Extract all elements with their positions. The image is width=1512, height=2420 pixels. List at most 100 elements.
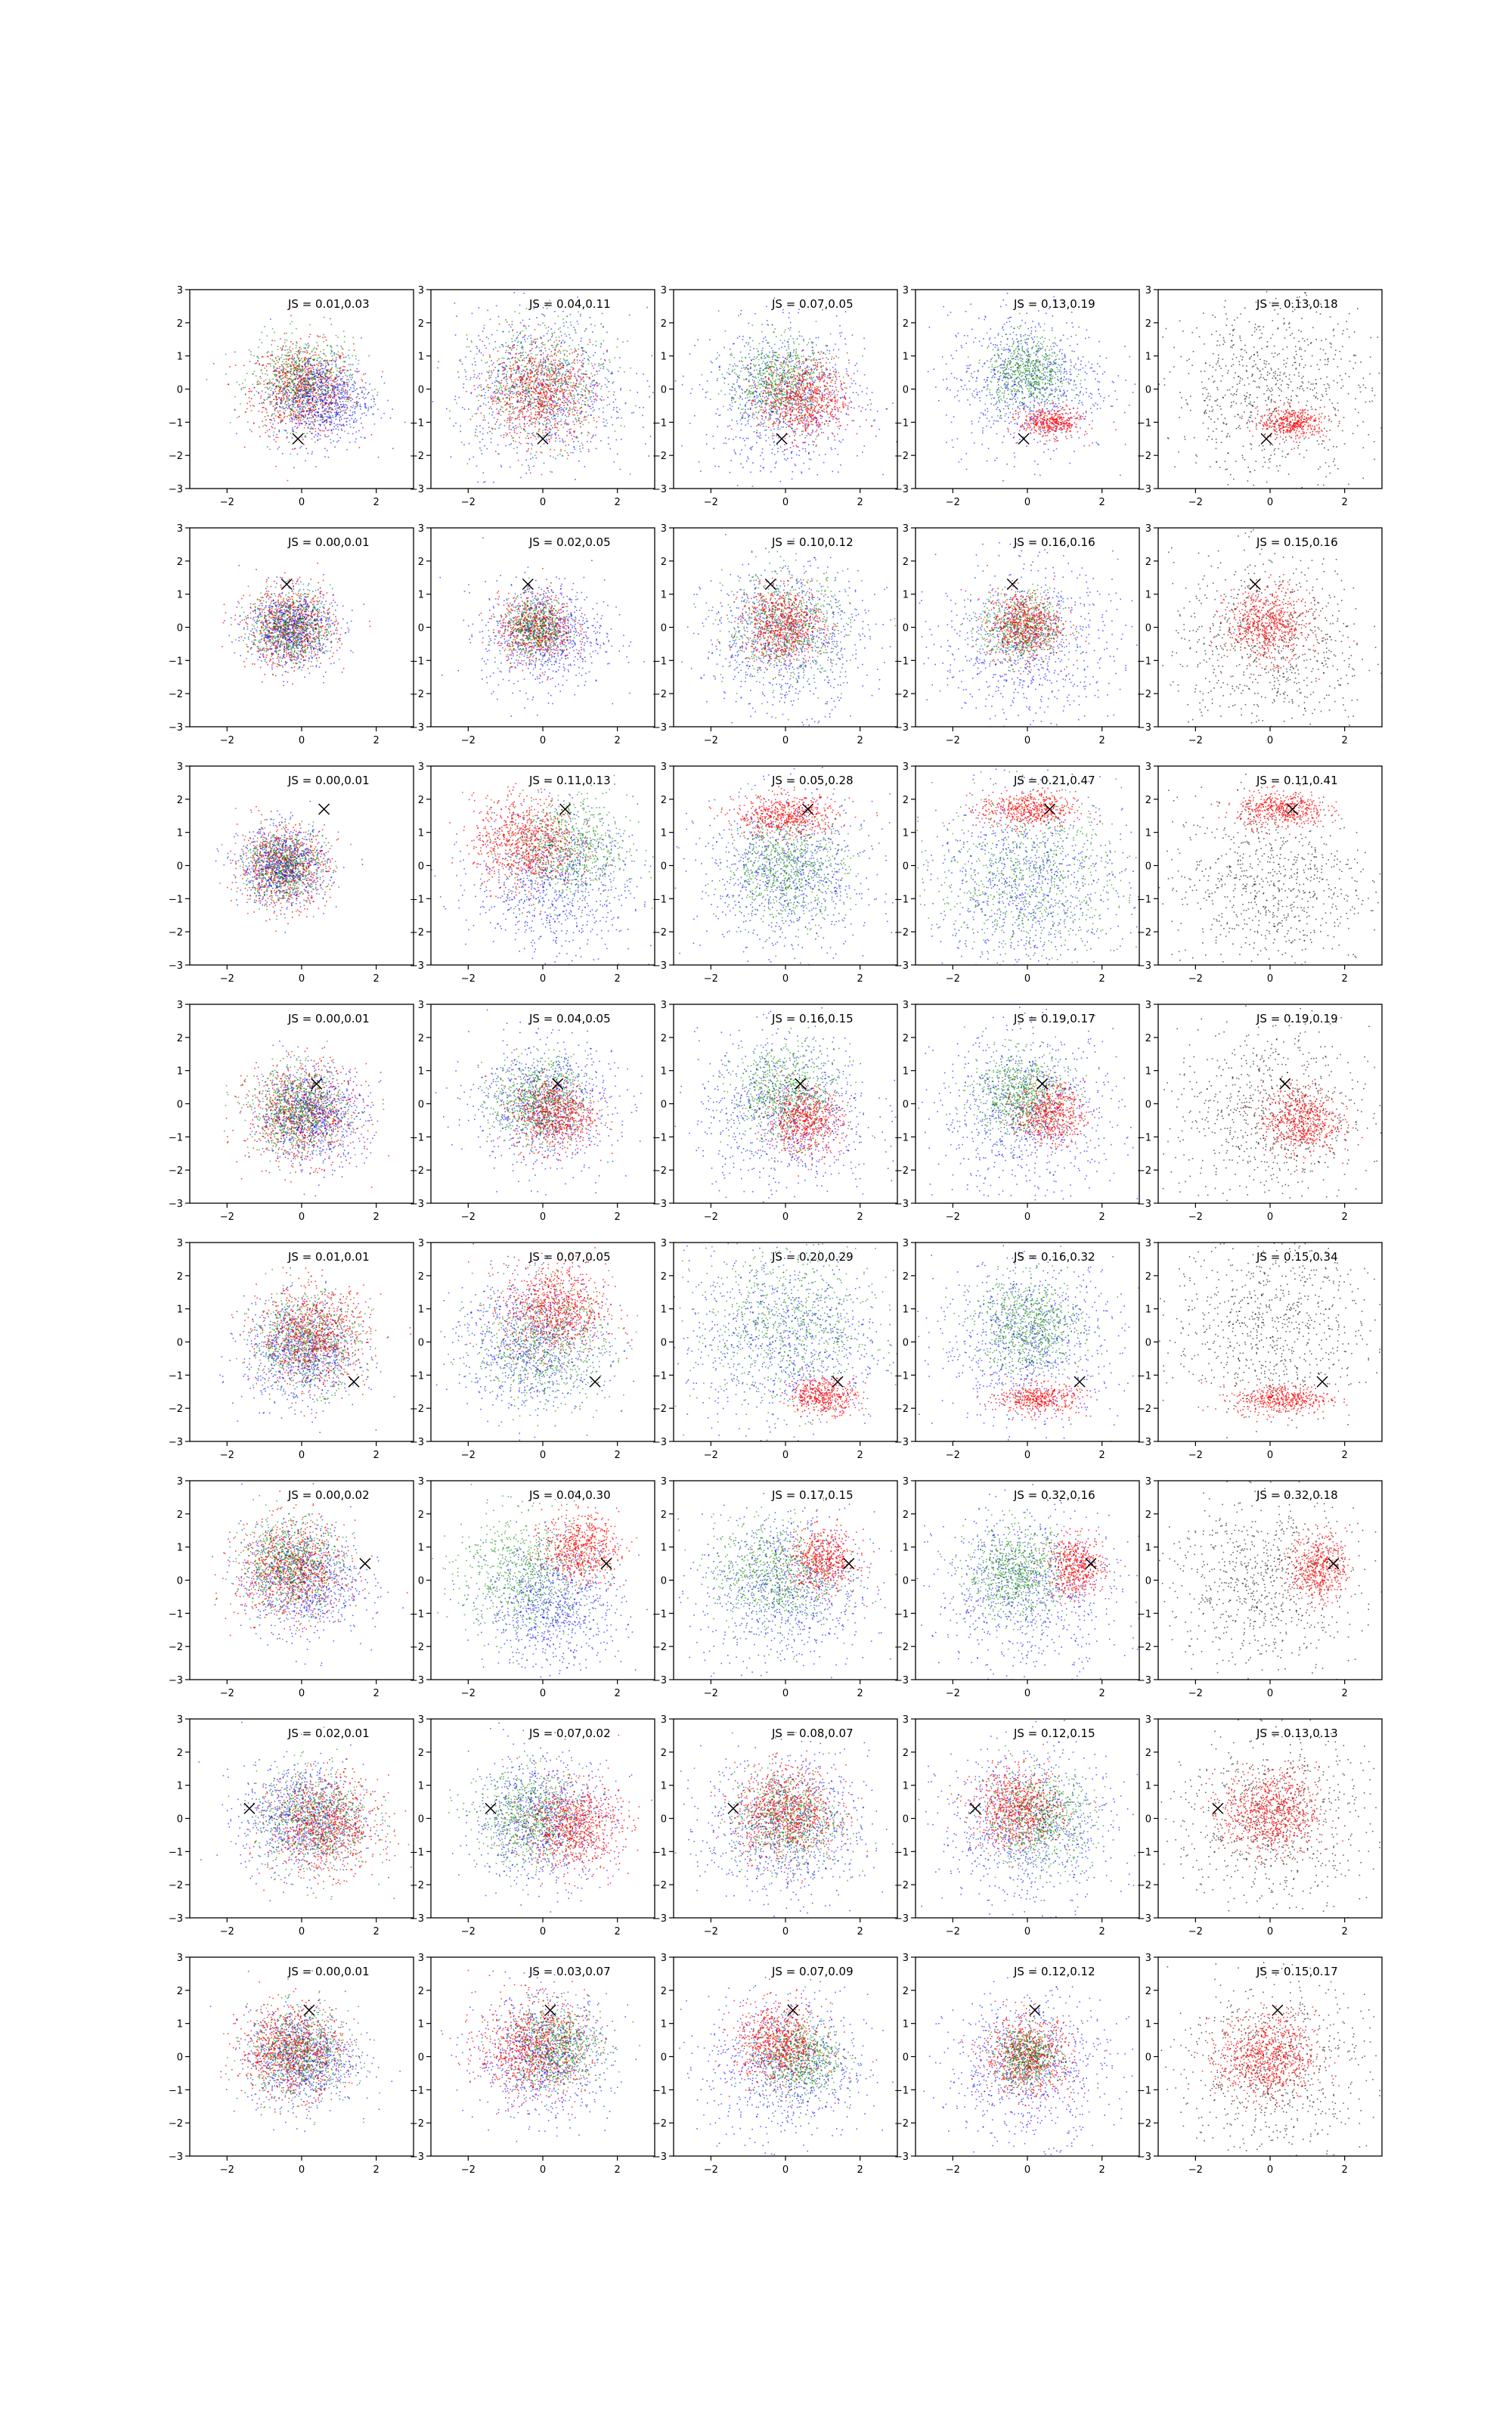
scatter-point bbox=[307, 378, 308, 380]
scatter-point bbox=[265, 416, 266, 417]
scatter-point bbox=[293, 411, 294, 412]
scatter-point bbox=[354, 421, 355, 423]
scatter-point bbox=[330, 318, 331, 320]
scatter-point bbox=[296, 328, 297, 330]
scatter-point bbox=[562, 340, 564, 341]
scatter-point bbox=[556, 413, 557, 414]
scatter-point bbox=[263, 407, 265, 408]
scatter-point bbox=[288, 399, 290, 401]
scatter-point bbox=[519, 366, 520, 368]
scatter-point bbox=[488, 372, 489, 374]
scatter-point bbox=[550, 339, 551, 340]
scatter-point bbox=[284, 398, 285, 399]
scatter-point bbox=[535, 339, 537, 340]
scatter-point bbox=[531, 387, 532, 389]
scatter-point bbox=[312, 421, 314, 423]
scatter-point bbox=[355, 358, 357, 360]
scatter-point bbox=[324, 354, 326, 355]
scatter-point bbox=[277, 404, 278, 405]
scatter-point bbox=[828, 358, 829, 360]
scatter-point bbox=[470, 351, 472, 352]
scatter-point bbox=[274, 428, 276, 430]
scatter-point bbox=[497, 445, 499, 446]
scatter-point bbox=[608, 443, 609, 445]
scatter-point bbox=[520, 432, 522, 433]
scatter-point bbox=[505, 368, 507, 370]
scatter-point bbox=[290, 371, 291, 372]
scatter-point bbox=[323, 418, 324, 420]
scatter-point bbox=[284, 408, 285, 410]
scatter-point bbox=[229, 366, 231, 368]
scatter-point bbox=[613, 407, 615, 408]
scatter-point bbox=[322, 368, 324, 370]
scatter-point bbox=[511, 380, 513, 381]
scatter-point bbox=[478, 376, 479, 377]
scatter-point bbox=[610, 448, 612, 450]
scatter-point bbox=[522, 355, 524, 356]
scatter-point bbox=[260, 383, 262, 385]
scatter-point bbox=[550, 414, 551, 415]
scatter-point bbox=[570, 382, 572, 383]
scatter-point bbox=[537, 417, 538, 418]
scatter-point bbox=[510, 392, 511, 394]
scatter-point bbox=[844, 396, 845, 397]
scatter-point bbox=[516, 433, 518, 434]
scatter-point bbox=[503, 411, 505, 413]
scatter-point bbox=[763, 426, 764, 427]
scatter-point bbox=[284, 377, 285, 378]
scatter-point bbox=[552, 335, 553, 337]
scatter-point bbox=[344, 386, 345, 387]
scatter-point bbox=[280, 393, 281, 395]
scatter-point bbox=[352, 377, 353, 378]
scatter-point bbox=[577, 395, 578, 396]
scatter-point bbox=[577, 410, 578, 411]
scatter-point bbox=[568, 416, 569, 417]
scatter-point bbox=[539, 429, 541, 430]
scatter-point bbox=[290, 433, 292, 434]
scatter-point bbox=[323, 407, 324, 408]
scatter-point bbox=[327, 411, 328, 413]
scatter-point bbox=[228, 384, 229, 386]
scatter-point bbox=[332, 403, 333, 405]
scatter-point bbox=[312, 404, 314, 405]
scatter-point bbox=[336, 381, 337, 383]
scatter-point bbox=[588, 393, 590, 395]
scatter-point bbox=[556, 376, 558, 377]
scatter-point bbox=[557, 411, 559, 413]
scatter-point bbox=[522, 359, 524, 361]
scatter-point bbox=[536, 385, 538, 386]
scatter-point bbox=[504, 373, 506, 374]
scatter-point bbox=[552, 427, 553, 429]
scatter-point bbox=[541, 343, 543, 344]
y-tick-label: −3 bbox=[169, 484, 183, 495]
scatter-point bbox=[299, 349, 300, 351]
scatter-point bbox=[559, 372, 561, 374]
scatter-point bbox=[270, 395, 271, 396]
scatter-point bbox=[460, 361, 462, 362]
scatter-point bbox=[314, 442, 316, 443]
scatter-point bbox=[529, 379, 531, 380]
scatter-point bbox=[584, 389, 585, 391]
scatter-point bbox=[323, 385, 324, 386]
scatter-point bbox=[289, 405, 290, 406]
scatter-point bbox=[520, 322, 522, 324]
scatter-point bbox=[293, 413, 295, 414]
scatter-point bbox=[275, 391, 277, 392]
scatter-point bbox=[795, 465, 797, 467]
scatter-point bbox=[479, 395, 480, 396]
scatter-point bbox=[485, 481, 486, 482]
scatter-point bbox=[234, 409, 236, 411]
scatter-point bbox=[547, 375, 548, 377]
scatter-point bbox=[520, 357, 522, 358]
scatter-point bbox=[321, 358, 323, 360]
scatter-point bbox=[293, 389, 295, 391]
scatter-point bbox=[546, 369, 547, 371]
scatter-point bbox=[316, 402, 318, 403]
scatter-point bbox=[539, 347, 541, 349]
scatter-point bbox=[577, 437, 578, 439]
scatter-point bbox=[507, 422, 508, 424]
scatter-point bbox=[303, 386, 305, 387]
scatter-point bbox=[581, 348, 582, 349]
scatter-point bbox=[572, 411, 573, 413]
scatter-point bbox=[587, 358, 589, 360]
